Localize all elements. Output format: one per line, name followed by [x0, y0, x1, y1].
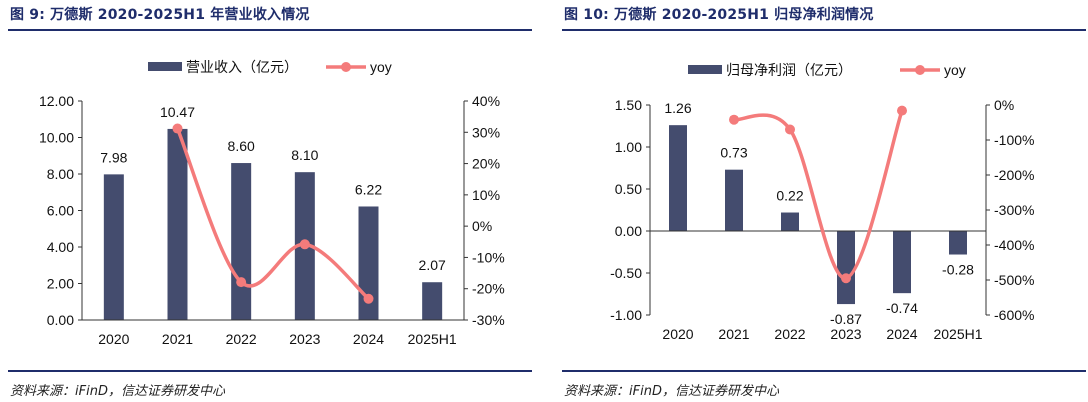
right-tick-label: -400% — [994, 237, 1034, 253]
bar — [167, 128, 188, 320]
legend-line-marker — [341, 62, 351, 72]
left-tick-label: 1.00 — [615, 139, 642, 155]
yoy-point — [236, 277, 247, 288]
revenue-chart: 0.00 2.00 4.00 6.00 8.00 10.00 12.00 -30% -20% -1… — [39, 59, 505, 347]
right-tick-label: 0% — [994, 97, 1014, 113]
category-label: 2025H1 — [408, 331, 457, 347]
bar-value-label: 1.26 — [664, 100, 691, 116]
figure-title: 图 10: 万德斯 2020-2025H1 归母净利润情况 — [564, 7, 874, 23]
bar — [422, 282, 443, 320]
right-tick-label: -600% — [994, 307, 1034, 323]
left-tick-label: 10.00 — [39, 130, 74, 146]
right-tick-label: -500% — [994, 272, 1034, 288]
left-tick-label: 0.50 — [615, 181, 642, 197]
bar-value-label: 7.98 — [100, 149, 127, 165]
net-profit-chart: -1.00 -0.50 0.00 0.50 1.00 1.50 -600% -500% -400… — [610, 62, 1034, 342]
legend-bar-label: 营业收入（亿元） — [186, 59, 298, 75]
left-tick-label: 2.00 — [47, 276, 74, 292]
category-label: 2021 — [162, 331, 193, 347]
right-tick-label: 10% — [472, 187, 500, 203]
right-tick-label: -20% — [472, 281, 505, 297]
category-label: 2024 — [886, 326, 917, 342]
legend-line-label: yoy — [944, 62, 966, 78]
category-label: 2023 — [289, 331, 320, 347]
bar-value-label: 8.10 — [291, 147, 318, 163]
bar-value-label: 6.22 — [355, 181, 382, 197]
yoy-line — [175, 126, 371, 301]
top-rule — [8, 29, 532, 31]
legend-line-label: yoy — [370, 59, 392, 75]
bar-value-label: 8.60 — [228, 138, 255, 154]
yoy-point — [841, 273, 851, 284]
category-label: 2022 — [226, 331, 257, 347]
bar — [893, 231, 911, 294]
legend-bar-swatch — [688, 65, 722, 74]
right-tick-label: 0% — [472, 218, 492, 234]
yoy-point — [729, 114, 739, 125]
category-label: 2024 — [353, 331, 384, 347]
bar — [725, 169, 743, 231]
bar-value-label: -0.74 — [886, 300, 918, 316]
left-tick-label: 6.00 — [47, 203, 74, 219]
category-label: 2021 — [718, 326, 749, 342]
yoy-point — [172, 123, 183, 134]
bar — [781, 212, 799, 231]
right-tick-label: -300% — [994, 202, 1034, 218]
bar — [949, 231, 967, 255]
left-tick-label: 1.50 — [615, 97, 642, 113]
bottom-rule — [8, 370, 532, 372]
legend-bar-label: 归母净利润（亿元） — [726, 62, 852, 78]
source-note: 资料来源：iFinD，信达证券研发中心 — [564, 384, 779, 399]
bar-value-label: 0.22 — [776, 188, 803, 204]
source-note: 资料来源：iFinD，信达证券研发中心 — [10, 384, 225, 399]
right-tick-label: -10% — [472, 249, 505, 265]
left-tick-label: 8.00 — [47, 166, 74, 182]
right-tick-label: -30% — [472, 312, 505, 328]
left-tick-label: -0.50 — [610, 265, 642, 281]
bottom-rule — [562, 370, 1086, 372]
yoy-point — [299, 239, 310, 250]
right-tick-label: -200% — [994, 167, 1034, 183]
bar — [103, 174, 124, 320]
legend-line-marker — [915, 65, 925, 75]
left-tick-label: -1.00 — [610, 307, 642, 323]
bar-value-label: -0.87 — [830, 311, 862, 327]
left-tick-label: 4.00 — [47, 239, 74, 255]
yoy-point — [897, 105, 907, 116]
yoy-point — [785, 124, 795, 135]
net-profit-figure: 图 10: 万德斯 2020-2025H1 归母净利润情况 -1.00 -0.50… — [562, 0, 1086, 402]
yoy-line — [732, 108, 904, 280]
right-tick-label: 20% — [472, 156, 500, 172]
bar-value-label: 10.47 — [160, 104, 195, 120]
bar-value-label: -0.28 — [942, 262, 974, 278]
figure-title: 图 9: 万德斯 2020-2025H1 年营业收入情况 — [10, 7, 310, 23]
left-tick-label: 12.00 — [39, 93, 74, 109]
category-label: 2022 — [774, 326, 805, 342]
revenue-figure: 图 9: 万德斯 2020-2025H1 年营业收入情况 0.00 2.00 4.0… — [8, 0, 532, 402]
bar-value-label: 0.73 — [720, 145, 747, 161]
yoy-point — [363, 293, 374, 304]
category-label: 2025H1 — [933, 326, 982, 342]
right-tick-label: -100% — [994, 132, 1034, 148]
category-label: 2023 — [830, 326, 861, 342]
bar — [669, 125, 687, 231]
legend-bar-swatch — [148, 62, 182, 71]
category-label: 2020 — [98, 331, 129, 347]
top-rule — [562, 29, 1086, 31]
left-tick-label: 0.00 — [47, 312, 74, 328]
right-tick-label: 40% — [472, 93, 500, 109]
bar-value-label: 2.07 — [419, 257, 446, 273]
bar — [231, 163, 252, 320]
right-tick-label: 30% — [472, 124, 500, 140]
category-label: 2020 — [662, 326, 693, 342]
bar — [837, 231, 855, 305]
left-tick-label: 0.00 — [615, 223, 642, 239]
